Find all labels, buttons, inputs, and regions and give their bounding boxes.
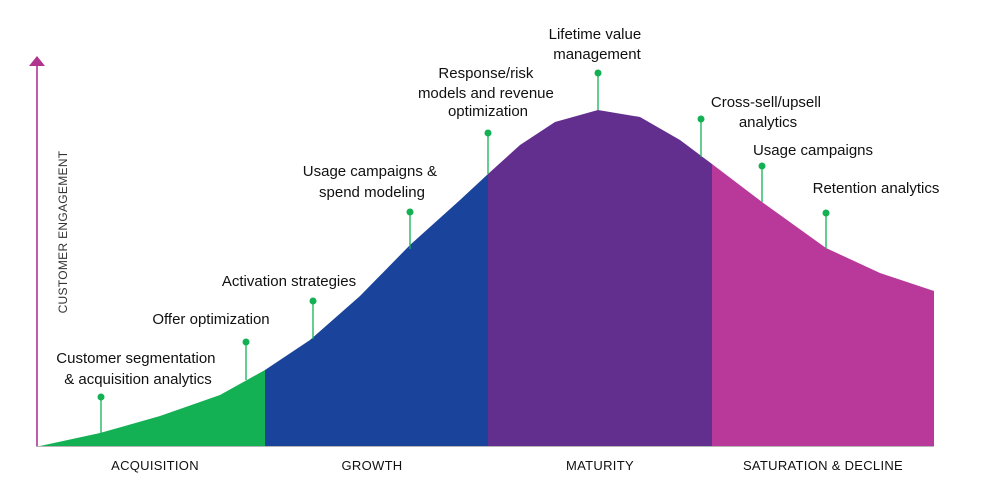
callout-label: Cross-sell/upsell analytics bbox=[711, 94, 825, 131]
callouts: Customer segmentation & acquisition anal… bbox=[56, 26, 939, 434]
region-maturity bbox=[488, 110, 712, 446]
callout-label: Lifetime value management bbox=[549, 26, 646, 63]
region-saturation-decline bbox=[712, 164, 934, 446]
callout-label: Response/risk models and revenue optimiz… bbox=[418, 65, 558, 120]
callout-lifetime-value: Lifetime value management bbox=[549, 26, 646, 110]
callout-label: Retention analytics bbox=[813, 180, 940, 197]
callout-label: Offer optimization bbox=[152, 311, 269, 328]
callout-marker-icon bbox=[484, 129, 492, 137]
stage-label-acquisition: ACQUISITION bbox=[111, 458, 199, 473]
callout-usage-campaigns: Usage campaigns bbox=[753, 142, 873, 202]
region-growth bbox=[265, 174, 488, 446]
stage-label-maturity: MATURITY bbox=[566, 458, 634, 473]
callout-marker-icon bbox=[309, 297, 317, 305]
stage-labels: ACQUISITION GROWTH MATURITY SATURATION &… bbox=[111, 458, 903, 473]
region-acquisition bbox=[40, 370, 265, 446]
callout-marker-icon bbox=[758, 162, 766, 170]
callout-response-risk: Response/risk models and revenue optimiz… bbox=[418, 65, 558, 174]
callout-retention: Retention analytics bbox=[813, 180, 940, 249]
callout-marker-icon bbox=[242, 338, 250, 346]
callout-label: Activation strategies bbox=[222, 273, 356, 290]
callout-marker-icon bbox=[406, 208, 414, 216]
curve-regions bbox=[40, 110, 934, 446]
y-axis-arrow-icon bbox=[29, 56, 45, 66]
stage-label-saturation-decline: SATURATION & DECLINE bbox=[743, 458, 903, 473]
callout-marker-icon bbox=[697, 115, 705, 123]
callout-label: Usage campaigns bbox=[753, 142, 873, 159]
callout-usage-spend: Usage campaigns & spend modeling bbox=[303, 163, 441, 249]
callout-offer-optimization: Offer optimization bbox=[152, 311, 270, 380]
callout-label: Customer segmentation & acquisition anal… bbox=[56, 350, 219, 388]
y-axis: CUSTOMER ENGAGEMENT bbox=[29, 56, 70, 446]
stage-label-growth: GROWTH bbox=[341, 458, 402, 473]
callout-marker-icon bbox=[822, 209, 830, 217]
callout-segmentation: Customer segmentation & acquisition anal… bbox=[56, 350, 219, 434]
callout-activation: Activation strategies bbox=[222, 273, 356, 339]
y-axis-label: CUSTOMER ENGAGEMENT bbox=[56, 150, 70, 313]
callout-marker-icon bbox=[594, 69, 602, 77]
callout-cross-sell: Cross-sell/upsell analytics bbox=[697, 94, 825, 157]
callout-marker-icon bbox=[97, 393, 105, 401]
callout-label: Usage campaigns & spend modeling bbox=[303, 163, 441, 201]
